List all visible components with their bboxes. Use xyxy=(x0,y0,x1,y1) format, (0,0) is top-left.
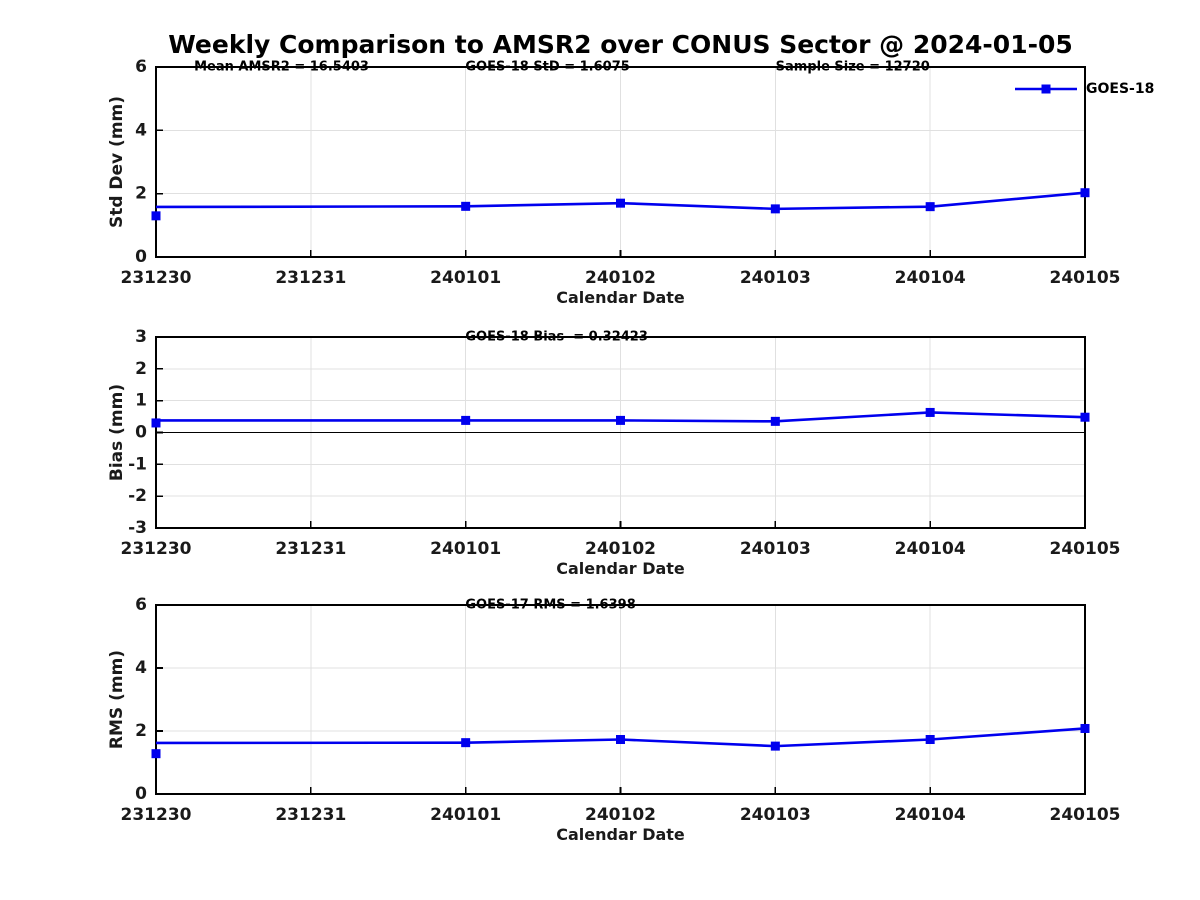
x-tick-label: 231230 xyxy=(121,539,192,559)
x-tick-label: 231231 xyxy=(275,268,346,288)
x-tick-label: 231230 xyxy=(121,268,192,288)
x-tick-label: 240105 xyxy=(1050,805,1121,825)
y-tick-label: -1 xyxy=(128,454,147,474)
legend: GOES-18 xyxy=(1015,81,1154,97)
subplot-annotation: GOES-18 Bias = 0.32423 xyxy=(465,330,648,345)
data-point-marker xyxy=(1080,188,1090,198)
y-axis-label: Std Dev (mm) xyxy=(107,96,127,228)
data-point-marker xyxy=(770,741,780,751)
x-tick-label: 240103 xyxy=(740,539,811,559)
data-point-marker xyxy=(151,418,161,428)
data-point-marker xyxy=(770,416,780,426)
y-tick-label: 6 xyxy=(135,595,147,615)
x-tick-label: 240104 xyxy=(895,539,966,559)
data-point-marker xyxy=(616,735,625,745)
bias-line xyxy=(156,411,1086,423)
data-point-marker xyxy=(616,415,625,425)
data-point-marker xyxy=(461,201,471,211)
x-tick-label: 240103 xyxy=(740,805,811,825)
y-tick-label: 0 xyxy=(135,247,147,267)
x-axis-label: Calendar Date xyxy=(556,825,685,844)
rms-line xyxy=(155,727,1086,748)
y-tick-label: -2 xyxy=(128,486,147,506)
subplot-std-dev: 0 2 4 6 231230 231231 240101 240102 240103 240104… xyxy=(107,57,1154,307)
subplot-annotation: GOES-18 StD = 1.6075 xyxy=(465,60,629,75)
legend-label: GOES-18 xyxy=(1086,81,1154,97)
data-point-marker xyxy=(461,415,471,425)
y-tick-label: 4 xyxy=(135,120,147,140)
y-axis-label: RMS (mm) xyxy=(107,650,127,749)
data-point-marker xyxy=(151,211,161,221)
y-tick-label: 0 xyxy=(135,784,147,804)
y-tick-label: 1 xyxy=(135,391,147,411)
x-tick-label: 231230 xyxy=(121,805,192,825)
x-tick-label: 240104 xyxy=(895,805,966,825)
legend-marker-sample xyxy=(1041,84,1051,94)
x-tick-label: 240103 xyxy=(740,268,811,288)
data-point-marker xyxy=(925,202,935,212)
x-tick-label: 240101 xyxy=(430,805,501,825)
chart-title: Weekly Comparison to AMSR2 over CONUS Se… xyxy=(168,30,1073,59)
x-tick-label: 231231 xyxy=(275,805,346,825)
y-tick-label: 2 xyxy=(135,184,147,204)
x-axis-label: Calendar Date xyxy=(556,288,685,307)
bias-markers xyxy=(151,407,1090,428)
std-dev-markers xyxy=(151,188,1090,221)
y-tick-label: 2 xyxy=(135,359,147,379)
x-tick-label: 231231 xyxy=(275,539,346,559)
x-tick-label: 240102 xyxy=(585,268,656,288)
y-tick-label: 6 xyxy=(135,57,147,77)
data-point-marker xyxy=(1080,723,1090,733)
y-tick-label: 3 xyxy=(135,327,147,347)
x-tick-label: 240104 xyxy=(895,268,966,288)
y-tick-label: -3 xyxy=(128,518,147,538)
x-axis-label: Calendar Date xyxy=(556,559,685,578)
data-point-marker xyxy=(151,749,161,759)
std-dev-line xyxy=(155,191,1086,211)
data-point-marker xyxy=(925,735,935,745)
x-tick-label: 240105 xyxy=(1050,268,1121,288)
data-point-marker xyxy=(616,198,625,208)
rms-markers xyxy=(151,723,1090,759)
x-tick-label: 240101 xyxy=(430,539,501,559)
subplot-annotation: Sample Size = 12720 xyxy=(776,60,930,75)
x-tick-label: 240105 xyxy=(1050,539,1121,559)
subplot-annotation: GOES-17 RMS = 1.6398 xyxy=(465,598,635,613)
y-axis-label: Bias (mm) xyxy=(107,384,127,481)
data-point-marker xyxy=(770,204,780,214)
x-tick-label: 240102 xyxy=(585,805,656,825)
subplot-rms: 0 2 4 6 231230 231231 240101 240102 240103 240104… xyxy=(107,595,1120,844)
y-tick-label: 2 xyxy=(135,721,147,741)
subplot-annotation: Mean AMSR2 = 16.5403 xyxy=(194,60,369,75)
data-point-marker xyxy=(461,738,471,748)
data-point-marker xyxy=(925,407,935,417)
data-point-marker xyxy=(1080,412,1090,422)
x-tick-label: 240102 xyxy=(585,539,656,559)
y-tick-label: 0 xyxy=(135,423,147,443)
y-tick-label: 4 xyxy=(135,658,147,678)
x-tick-label: 240101 xyxy=(430,268,501,288)
